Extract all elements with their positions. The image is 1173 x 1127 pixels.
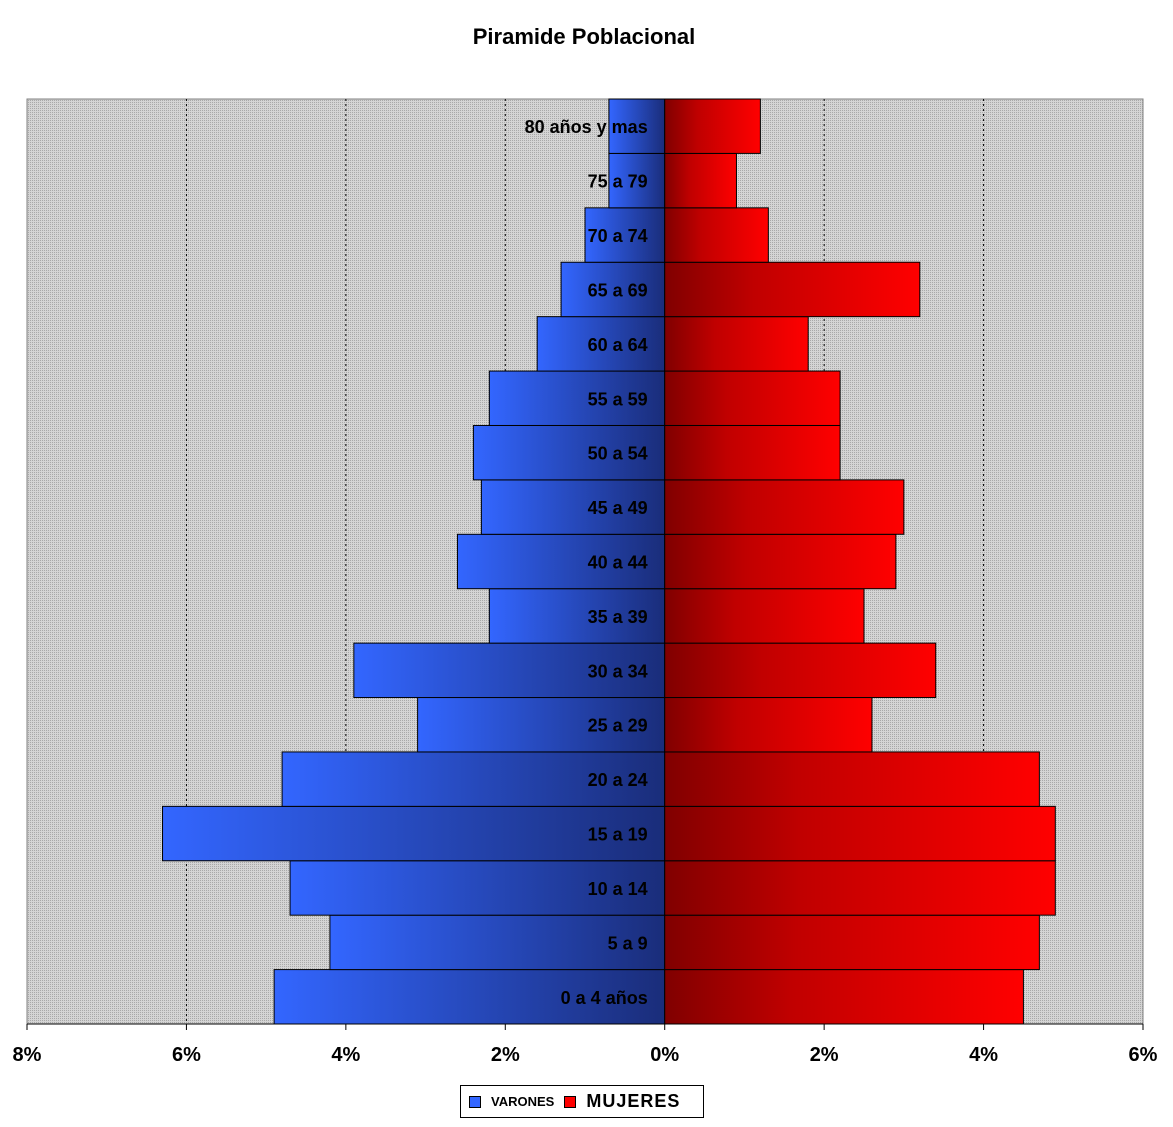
bar-mujeres-1 (664, 914, 1040, 971)
bars (162, 98, 1056, 1025)
bar-mujeres-11 (664, 370, 841, 426)
category-label-13: 65 a 69 (588, 280, 648, 300)
legend-label-varones: VARONES (491, 1094, 555, 1109)
bar-varones-9 (480, 479, 666, 535)
category-label-6: 30 a 34 (588, 661, 648, 681)
chart-title: Piramide Poblacional (472, 24, 696, 49)
category-labels: 0 a 4 años 5 a 9 10 a 14 15 a 19 20 a 24 25 a… (525, 117, 648, 1008)
category-label-15: 75 a 79 (588, 172, 648, 192)
category-label-4: 20 a 24 (588, 770, 648, 790)
x-tick-label-2: 4% (331, 1044, 360, 1066)
bar-varones-8 (456, 533, 666, 590)
bar-varones-10 (472, 424, 666, 481)
bar-mujeres-12 (664, 316, 809, 372)
category-label-9: 45 a 49 (588, 498, 648, 518)
bar-varones-11 (488, 370, 666, 426)
x-tick-label-0: 8% (13, 1044, 42, 1066)
bar-mujeres-4 (664, 751, 1040, 807)
bar-mujeres-2 (664, 860, 1056, 916)
x-tick-label-3: 2% (491, 1044, 520, 1066)
bar-mujeres-3 (664, 805, 1056, 862)
x-axis: 8% 6% 4% 2% 0% 2% 4% 6% (13, 1023, 1158, 1066)
category-label-12: 60 a 64 (588, 335, 648, 355)
bar-varones-6 (353, 642, 666, 699)
bar-varones-12 (536, 316, 666, 372)
x-tick-label-5: 2% (810, 1044, 839, 1066)
x-tick-label-4: 0% (650, 1044, 679, 1066)
bar-mujeres-13 (664, 261, 921, 318)
legend-swatch-mujeres (564, 1095, 577, 1108)
bar-varones-1 (329, 914, 666, 971)
bar-varones-13 (560, 261, 666, 318)
bar-varones-15 (608, 152, 666, 209)
bar-mujeres-7 (664, 588, 865, 644)
category-label-0: 0 a 4 años (561, 988, 648, 1008)
bar-varones-4 (281, 751, 666, 807)
category-label-1: 5 a 9 (608, 933, 648, 953)
bar-mujeres-16 (664, 98, 761, 154)
x-tick-label-6: 4% (969, 1044, 998, 1066)
bar-mujeres-8 (664, 533, 897, 590)
bar-mujeres-0 (664, 969, 1024, 1025)
x-tick-label-7: 6% (1129, 1044, 1158, 1066)
legend-swatch-varones (469, 1095, 481, 1108)
bar-varones-2 (289, 860, 666, 916)
bar-mujeres-14 (664, 207, 769, 263)
bar-varones-16 (608, 98, 666, 154)
legend: VARONES MUJERES (460, 1085, 704, 1118)
legend-label-mujeres: MUJERES (586, 1091, 681, 1111)
category-label-10: 50 a 54 (588, 444, 648, 464)
category-label-16: 80 años y mas (525, 117, 648, 137)
bar-mujeres-10 (664, 424, 841, 481)
category-label-14: 70 a 74 (588, 226, 648, 246)
legend-item-mujeres: MUJERES (564, 1091, 680, 1112)
bar-mujeres-15 (664, 152, 737, 209)
category-label-2: 10 a 14 (588, 879, 648, 899)
category-label-5: 25 a 29 (588, 716, 648, 736)
bar-varones-7 (488, 588, 666, 644)
legend-item-varones: VARONES (469, 1094, 554, 1109)
x-tick-label-1: 6% (172, 1044, 201, 1066)
category-label-3: 15 a 19 (588, 825, 648, 845)
bar-mujeres-5 (664, 697, 873, 753)
category-label-7: 35 a 39 (588, 607, 648, 627)
bar-mujeres-6 (664, 642, 937, 699)
category-label-8: 40 a 44 (588, 553, 648, 573)
bar-mujeres-9 (664, 479, 905, 535)
category-label-11: 55 a 59 (588, 389, 648, 409)
